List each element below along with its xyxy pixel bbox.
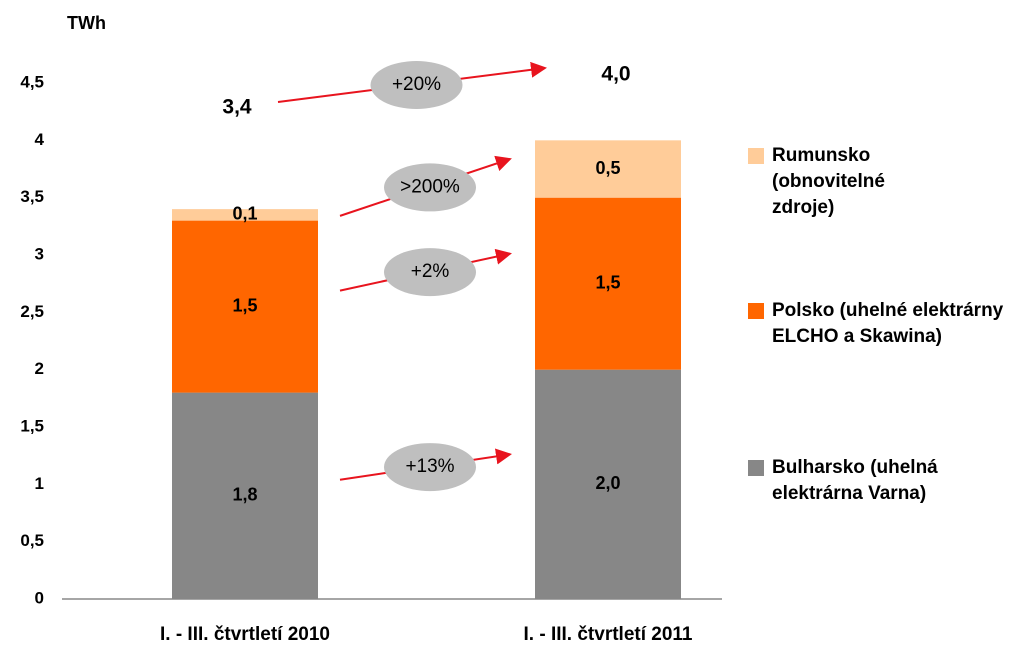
legend-swatch xyxy=(748,460,764,476)
total-label: 3,4 xyxy=(222,96,252,119)
legend-label: Polsko (uhelné elektrárny ELCHO a Skawin… xyxy=(772,300,1004,347)
legend-label: Bulharsko (uhelná elektrárna Varna) xyxy=(772,457,938,504)
change-label: +20% xyxy=(392,74,441,95)
bar-segment xyxy=(535,197,681,370)
bar-segment xyxy=(172,209,318,221)
y-tick-label: 2 xyxy=(35,359,44,378)
x-tick-label: I. - III. čtvrtletí 2011 xyxy=(524,624,693,645)
bar-segment xyxy=(535,140,681,198)
change-label: +2% xyxy=(411,261,450,282)
value-label: 1,8 xyxy=(232,485,257,505)
y-tick-label: 3,5 xyxy=(20,187,44,206)
y-tick-label: 4 xyxy=(35,130,45,149)
value-label: 1,5 xyxy=(232,295,257,315)
y-tick-label: 4,5 xyxy=(20,72,44,91)
change-bubble xyxy=(370,61,463,109)
legend-label: Rumunsko (obnovitelné zdroje) xyxy=(772,145,885,218)
change-label: >200% xyxy=(400,176,460,197)
y-tick-label: 1,5 xyxy=(20,416,44,435)
value-label: 0,5 xyxy=(595,158,620,178)
y-tick-label: 0 xyxy=(35,588,44,607)
value-label: 2,0 xyxy=(595,473,620,493)
bar-segment xyxy=(535,369,681,599)
value-label: 1,5 xyxy=(595,272,620,292)
y-tick-label: 1 xyxy=(35,474,44,493)
legend-swatch xyxy=(748,303,764,319)
bar-segment xyxy=(172,220,318,393)
value-label: 0,1 xyxy=(232,204,257,224)
x-tick-label: I. - III. čtvrtletí 2010 xyxy=(160,624,330,645)
total-label: 4,0 xyxy=(601,63,630,86)
change-bubble xyxy=(384,248,476,297)
legend-swatch xyxy=(748,148,764,164)
y-tick-label: 2,5 xyxy=(20,302,44,321)
y-axis-label: TWh xyxy=(67,13,106,33)
change-bubble xyxy=(384,163,476,212)
change-bubble xyxy=(384,443,476,492)
y-tick-label: 3 xyxy=(35,244,44,263)
y-tick-label: 0,5 xyxy=(20,531,44,550)
change-label: +13% xyxy=(405,456,454,477)
bar-segment xyxy=(172,392,318,599)
